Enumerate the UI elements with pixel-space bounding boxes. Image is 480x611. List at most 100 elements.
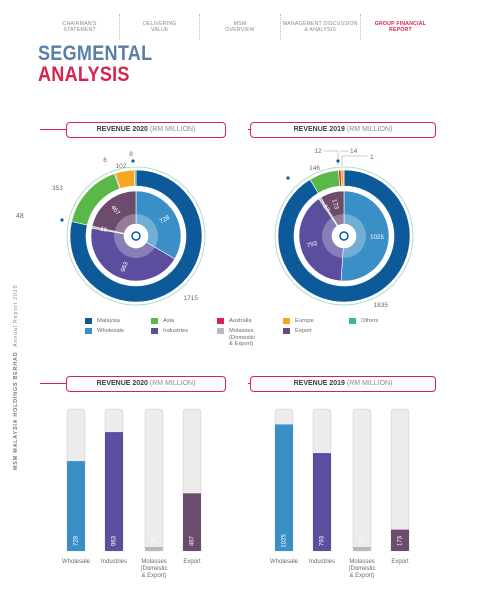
nav-delivering-value[interactable]: DELIVERING VALUE	[120, 14, 201, 40]
inner-value-label-molasses-domestic-export: 16	[100, 226, 109, 234]
outer-value-label-others: 1	[370, 154, 374, 161]
inner-value-label-industries: 963	[120, 260, 130, 273]
bar-category-label: Export	[183, 559, 201, 565]
nav-label: & ANALYSIS	[304, 27, 337, 33]
donut-hole	[332, 224, 356, 248]
bar-category-label: Wholesale	[62, 559, 91, 565]
bar-chart-2019: 1025 Wholesale 793 Industries 17 Molasses(Dom…	[270, 408, 410, 579]
header-unit: (RM MILLION)	[149, 126, 196, 133]
header-revenue-2020-donut: REVENUE 2020 (RM MILLION)	[66, 122, 226, 138]
bar-category-label: Wholesale	[270, 559, 299, 565]
donut-hole	[124, 224, 148, 248]
outer-value-label-australia: 6	[103, 157, 107, 164]
bar-category-label: & Export)	[141, 573, 166, 579]
outer-value-label-malaysia: 1715	[184, 295, 199, 302]
nav-label: DELIVERING	[143, 20, 177, 27]
legend-swatch	[283, 328, 290, 334]
bar-track-molasses-domestic-export	[352, 408, 372, 552]
legend-label: Molasses (Domestic & Export)	[229, 328, 256, 348]
legend-label: Malaysia	[97, 318, 120, 324]
legend-swatch	[85, 318, 92, 324]
nav-chairmans-statement[interactable]: CHAIRMAN'S STATEMENT	[40, 14, 121, 40]
side-running-title: MSM MALAYSIA HOLDINGS BERHAD Annual Repo…	[13, 285, 19, 470]
legend-label: Wholesale	[97, 328, 125, 334]
outer-value-label-australia: 12	[314, 148, 322, 155]
legend-label: Australia	[229, 318, 252, 324]
nav-label: VALUE	[150, 27, 169, 33]
legend-swatch	[151, 318, 158, 324]
header-bold: REVENUE 2019	[293, 380, 345, 387]
legend-label: Industries	[163, 328, 189, 334]
legend-swatch	[217, 318, 224, 324]
bar-track-molasses-domestic-export	[144, 408, 164, 552]
nav-label: CHAIRMAN'S	[62, 20, 97, 27]
page-number: 48	[16, 213, 24, 220]
bar-chart-2020: 728 Wholesale 963 Industries 16 Molasses(Dome…	[62, 408, 202, 579]
bar-export	[391, 529, 409, 551]
bar-category-label: Industries	[101, 559, 127, 565]
bar-value-label-industries: 793	[320, 535, 326, 546]
bar-industries	[105, 432, 123, 551]
bar-category-label: (Domestic	[348, 566, 375, 572]
bar-category-label: Industries	[309, 559, 335, 565]
company-name: MSM MALAYSIA HOLDINGS BERHAD	[13, 351, 19, 470]
nav-label: STATEMENT	[63, 27, 96, 33]
bar-category-label: Molasses	[349, 559, 374, 565]
marker-dot	[131, 159, 135, 163]
inner-value-label-wholesale: 1025	[370, 234, 385, 241]
outer-value-label-others: 8	[129, 151, 133, 158]
bar-value-label-wholesale: 728	[74, 535, 80, 546]
inner-value-label-export: 173	[330, 198, 340, 210]
nav-label: OVERVIEW	[225, 27, 255, 33]
legend-swatch	[349, 318, 356, 324]
outer-slice-others	[134, 169, 137, 187]
guide-ring	[66, 166, 206, 306]
header-unit: (RM MILLION)	[149, 380, 196, 387]
title-line-2: ANALYSIS	[38, 63, 130, 86]
leader-line	[341, 155, 368, 166]
outer-value-label-asia: 353	[52, 185, 63, 192]
bar-value-label-molasses-domestic-export: 17	[360, 537, 366, 544]
guide-ring	[274, 166, 414, 306]
legend-swatch	[283, 318, 290, 324]
nav-label: MANAGEMENT DISCUSSION	[282, 20, 358, 27]
nav-management-discussion[interactable]: MANAGEMENT DISCUSSION & ANALYSIS	[281, 14, 361, 40]
outer-value-label-asia: 146	[309, 165, 320, 172]
header-unit: (RM MILLION)	[346, 380, 393, 387]
bar-value-label-export: 173	[398, 535, 404, 546]
inner-value-label-industries: 793	[306, 240, 318, 250]
bar-value-label-molasses-domestic-export: 16	[152, 537, 158, 544]
nav-label: MSM	[233, 20, 247, 27]
bar-value-label-wholesale: 1025	[282, 534, 288, 548]
legend-swatch	[151, 328, 158, 334]
bar-wholesale	[67, 461, 85, 551]
donut-chart-2019: 1025 793 17 173 1835 146 12 14 1	[274, 148, 414, 309]
nav-msm-overview[interactable]: MSM OVERVIEW	[200, 14, 281, 40]
header-revenue-2019-donut: REVENUE 2019 (RM MILLION)	[250, 122, 436, 138]
legend-label: Asia	[163, 318, 175, 324]
header-revenue-2019-bars: REVENUE 2019 (RM MILLION)	[250, 376, 436, 392]
nav-label: REPORT	[389, 27, 412, 33]
bar-wholesale	[275, 424, 293, 551]
legend-swatch	[85, 328, 92, 334]
outer-value-label-europe: 102	[116, 163, 127, 170]
outer-value-label-europe: 14	[350, 148, 358, 155]
header-revenue-2020-bars: REVENUE 2020 (RM MILLION)	[66, 376, 226, 392]
header-bold: REVENUE 2020	[96, 126, 148, 133]
report-name: Annual Report 2020	[13, 284, 19, 347]
legend-label: Europe	[295, 318, 314, 324]
title-line-1: SEGMENTAL	[38, 42, 153, 65]
bar-molasses-domestic-export	[145, 547, 163, 551]
bar-value-label-industries: 963	[112, 535, 118, 546]
bar-category-label: (Domestic	[140, 566, 167, 572]
center-marker	[339, 231, 349, 241]
marker-dot	[60, 218, 64, 222]
nav-group-financial-report[interactable]: GROUP FINANCIAL REPORT	[361, 14, 440, 40]
bar-export	[183, 493, 201, 551]
outer-slice-malaysia	[69, 169, 203, 303]
nav-label: GROUP FINANCIAL	[374, 20, 427, 27]
outer-slice-europe	[340, 169, 345, 187]
top-navigation: CHAIRMAN'S STATEMENT DELIVERING VALUE MSM O…	[40, 14, 440, 40]
bar-molasses-domestic-export	[353, 547, 371, 551]
